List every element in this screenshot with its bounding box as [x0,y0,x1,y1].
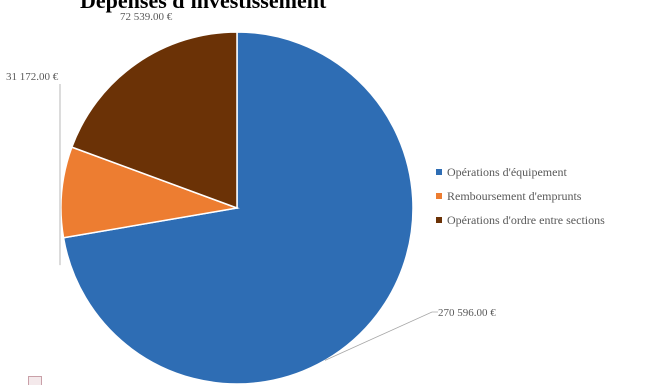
legend-swatch [436,193,442,199]
legend-label: Opérations d'ordre entre sections [447,212,605,227]
image-icon [28,376,42,385]
legend-swatch [436,217,442,223]
data-label-operations-ordre: 72 539.00 € [120,11,173,23]
legend-item: Opérations d'ordre entre sections [436,208,605,232]
chart-legend: Opérations d'équipement Remboursement d'e… [436,160,605,232]
data-label-remboursement-emprunts: 31 172.00 € [6,71,59,83]
legend-item: Remboursement d'emprunts [436,184,605,208]
data-label-operations-equipement: 270 596.00 € [438,307,496,319]
slice-operations-ordre [70,31,238,210]
slice-remboursement-emprunts [60,146,240,239]
leader-line-operations-equipement [324,311,438,361]
legend-swatch [436,169,442,175]
chart-title: Dépenses d'investissement [80,0,327,13]
legend-label: Opérations d'équipement [447,164,567,179]
legend-item: Opérations d'équipement [436,160,605,184]
legend-label: Remboursement d'emprunts [447,188,582,203]
